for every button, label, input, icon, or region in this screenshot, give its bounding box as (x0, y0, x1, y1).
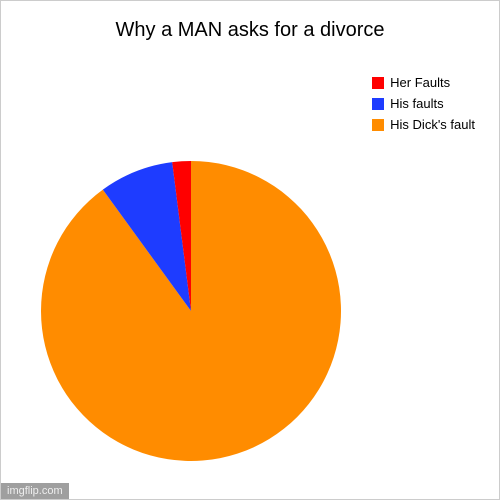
legend: Her Faults His faults His Dick's fault (372, 75, 475, 138)
legend-swatch (372, 119, 384, 131)
watermark: imgflip.com (1, 483, 69, 499)
chart-title: Why a MAN asks for a divorce (1, 1, 499, 42)
legend-item: Her Faults (372, 75, 475, 90)
legend-label: Her Faults (390, 75, 450, 90)
legend-item: His faults (372, 96, 475, 111)
pie-chart (31, 151, 351, 471)
legend-label: His Dick's fault (390, 117, 475, 132)
legend-label: His faults (390, 96, 443, 111)
legend-swatch (372, 77, 384, 89)
legend-item: His Dick's fault (372, 117, 475, 132)
pie-slices (41, 161, 341, 461)
legend-swatch (372, 98, 384, 110)
